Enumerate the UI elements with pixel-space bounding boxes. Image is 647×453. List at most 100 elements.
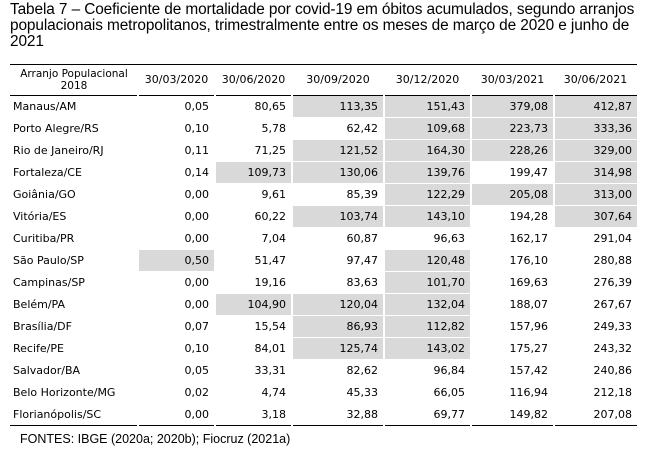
row-value: 125,74 <box>291 337 384 360</box>
header-date-5: 30/03/2021 <box>471 64 554 96</box>
row-value: 86,93 <box>291 315 384 338</box>
row-value: 267,67 <box>553 293 637 316</box>
row-value: 15,54 <box>214 315 292 338</box>
row-value: 412,87 <box>553 95 637 118</box>
row-value: 62,42 <box>291 117 384 140</box>
row-name: Rio de Janeiro/RJ <box>10 139 138 162</box>
table-row: Rio de Janeiro/RJ 0,11 71,25 121,52 164,30 22… <box>10 139 637 162</box>
row-value: 240,86 <box>553 359 637 382</box>
table-row: Goiânia/GO 0,00 9,61 85,39 122,29 205,08 313,0… <box>10 183 637 206</box>
row-value: 122,29 <box>383 183 471 206</box>
row-value: 194,28 <box>470 205 554 228</box>
row-value: 109,73 <box>214 161 292 184</box>
row-value: 280,88 <box>553 249 637 272</box>
row-value: 121,52 <box>291 139 384 162</box>
table-row: Porto Alegre/RS 0,10 5,78 62,42 109,68 223,73… <box>10 117 637 140</box>
row-value: 379,08 <box>470 95 554 118</box>
row-name: Campinas/SP <box>10 271 138 294</box>
row-value: 60,22 <box>214 205 292 228</box>
row-value: 164,30 <box>383 139 471 162</box>
table-row: Manaus/AM 0,05 80,65 113,35 151,43 379,08 412,… <box>10 95 637 118</box>
row-value: 291,04 <box>553 227 637 250</box>
row-value: 33,31 <box>214 359 292 382</box>
row-value: 112,82 <box>383 315 471 338</box>
row-name: Goiânia/GO <box>10 183 138 206</box>
row-value: 0,00 <box>137 227 215 250</box>
row-value: 130,06 <box>291 161 384 184</box>
row-value: 0,00 <box>137 205 215 228</box>
row-value: 0,00 <box>137 271 215 294</box>
row-value: 120,04 <box>291 293 384 316</box>
row-name: Fortaleza/CE <box>10 161 138 184</box>
row-value: 162,17 <box>470 227 554 250</box>
row-value: 139,76 <box>383 161 471 184</box>
table-row: São Paulo/SP 0,50 51,47 97,47 120,48 176,10 28… <box>10 249 637 272</box>
row-value: 176,10 <box>470 249 554 272</box>
row-value: 0,11 <box>137 139 215 162</box>
row-value: 205,08 <box>470 183 554 206</box>
row-value: 97,47 <box>291 249 384 272</box>
row-value: 0,07 <box>137 315 215 338</box>
table-row: Campinas/SP 0,00 19,16 83,63 101,70 169,63 276… <box>10 271 637 294</box>
mortality-table: Arranjo Populacional 2018 30/03/2020 30/… <box>10 64 637 426</box>
row-value: 0,05 <box>137 359 215 382</box>
row-value: 132,04 <box>383 293 471 316</box>
row-value: 0,00 <box>137 403 215 426</box>
row-name: Belém/PA <box>10 293 138 316</box>
row-value: 149,82 <box>470 403 554 426</box>
row-value: 66,05 <box>383 381 471 404</box>
row-value: 96,84 <box>383 359 471 382</box>
row-value: 212,18 <box>553 381 637 404</box>
row-value: 0,02 <box>137 381 215 404</box>
table-caption: Tabela 7 – Coeficiente de mortalidade po… <box>10 1 635 50</box>
header-date-1: 30/03/2020 <box>138 64 215 96</box>
row-value: 223,73 <box>470 117 554 140</box>
row-value: 0,00 <box>137 183 215 206</box>
row-value: 313,00 <box>553 183 637 206</box>
row-value: 101,70 <box>383 271 471 294</box>
row-value: 151,43 <box>383 95 471 118</box>
row-value: 0,05 <box>137 95 215 118</box>
row-value: 45,33 <box>291 381 384 404</box>
row-value: 71,25 <box>214 139 292 162</box>
row-value: 143,10 <box>383 205 471 228</box>
row-value: 103,74 <box>291 205 384 228</box>
row-value: 157,96 <box>470 315 554 338</box>
table-row: Fortaleza/CE 0,14 109,73 130,06 139,76 199,47… <box>10 161 637 184</box>
table-row: Recife/PE 0,10 84,01 125,74 143,02 175,27 243,… <box>10 337 637 360</box>
row-value: 199,47 <box>470 161 554 184</box>
row-value: 9,61 <box>214 183 292 206</box>
row-name: Vitória/ES <box>10 205 138 228</box>
table-body: Manaus/AM 0,05 80,65 113,35 151,43 379,08 412,… <box>10 95 637 426</box>
row-value: 109,68 <box>383 117 471 140</box>
table-row: Belém/PA 0,00 104,90 120,04 132,04 188,07 267,… <box>10 293 637 316</box>
row-value: 169,63 <box>470 271 554 294</box>
row-value: 243,32 <box>553 337 637 360</box>
row-name: Porto Alegre/RS <box>10 117 138 140</box>
row-value: 116,94 <box>470 381 554 404</box>
row-value: 113,35 <box>291 95 384 118</box>
row-name: Florianópolis/SC <box>10 403 138 426</box>
row-name: Curitiba/PR <box>10 227 138 250</box>
row-value: 175,27 <box>470 337 554 360</box>
row-value: 0,10 <box>137 337 215 360</box>
row-value: 329,00 <box>553 139 637 162</box>
table-header: Arranjo Populacional 2018 30/03/2020 30/… <box>10 64 637 96</box>
row-value: 51,47 <box>214 249 292 272</box>
row-value: 0,10 <box>137 117 215 140</box>
header-row: Arranjo Populacional 2018 30/03/2020 30/… <box>10 64 637 96</box>
row-value: 84,01 <box>214 337 292 360</box>
table-row: Florianópolis/SC 0,00 3,18 32,88 69,77 149,82… <box>10 403 637 426</box>
row-value: 104,90 <box>214 293 292 316</box>
table-row: Salvador/BA 0,05 33,31 82,62 96,84 157,42 240,… <box>10 359 637 382</box>
row-value: 60,87 <box>291 227 384 250</box>
row-value: 314,98 <box>553 161 637 184</box>
row-value: 19,16 <box>214 271 292 294</box>
row-value: 228,26 <box>470 139 554 162</box>
header-date-2: 30/06/2020 <box>215 64 292 96</box>
row-name: Brasília/DF <box>10 315 138 338</box>
row-value: 207,08 <box>553 403 637 426</box>
row-value: 80,65 <box>214 95 292 118</box>
row-value: 249,33 <box>553 315 637 338</box>
table-row: Curitiba/PR 0,00 7,04 60,87 96,63 162,17 291,0… <box>10 227 637 250</box>
